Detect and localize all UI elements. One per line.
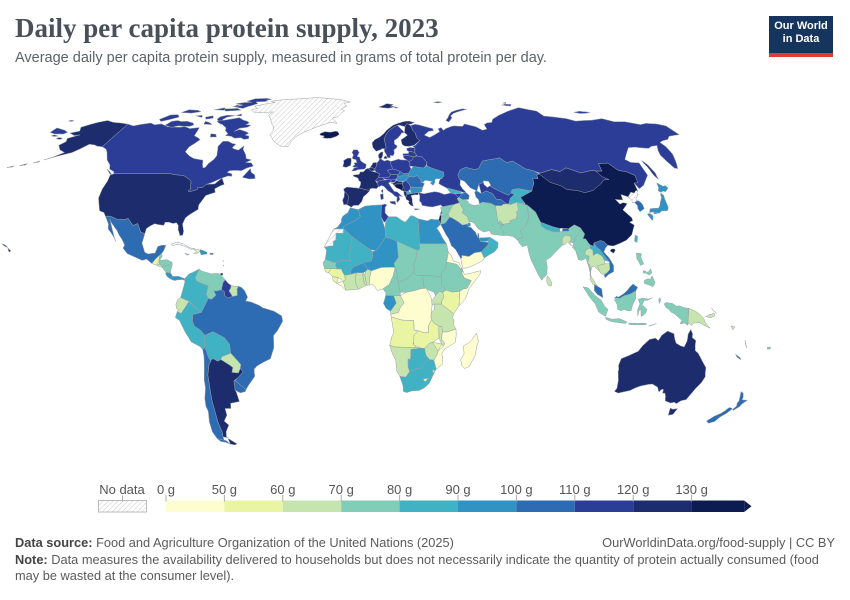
svg-text:90 g: 90 g — [445, 482, 470, 497]
svg-text:80 g: 80 g — [387, 482, 412, 497]
svg-text:0 g: 0 g — [157, 482, 175, 497]
svg-text:120 g: 120 g — [617, 482, 650, 497]
svg-text:70 g: 70 g — [329, 482, 354, 497]
svg-text:130 g: 130 g — [675, 482, 708, 497]
svg-text:50 g: 50 g — [212, 482, 237, 497]
svg-text:No data: No data — [99, 482, 145, 497]
svg-text:100 g: 100 g — [500, 482, 533, 497]
svg-text:60 g: 60 g — [270, 482, 295, 497]
svg-text:110 g: 110 g — [559, 482, 591, 497]
